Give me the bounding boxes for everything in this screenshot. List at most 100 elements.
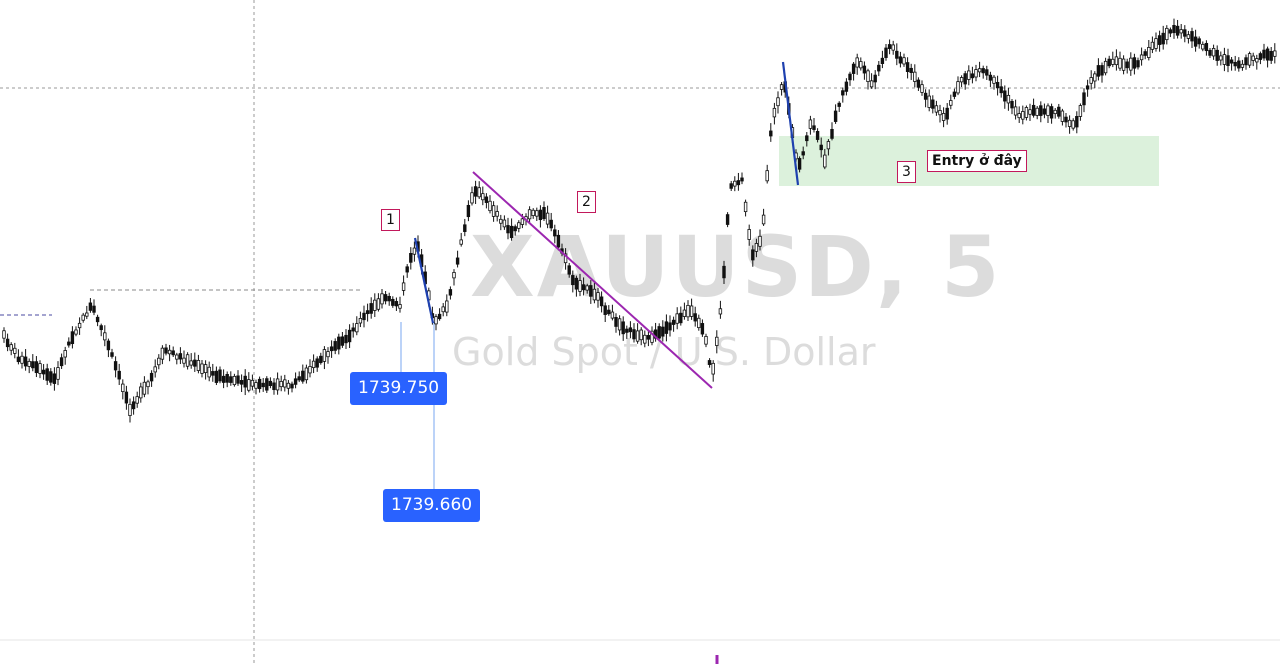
candle-body — [311, 360, 316, 369]
candle-body — [1255, 58, 1259, 63]
candle-body — [20, 355, 24, 364]
candle-body — [34, 361, 39, 374]
candle-body — [466, 204, 471, 218]
candle-body — [63, 350, 67, 358]
candle-body — [250, 379, 255, 387]
candle-body — [1157, 35, 1162, 45]
candle-body — [704, 336, 708, 345]
downtrend-line[interactable] — [472, 171, 713, 389]
candle-body — [1251, 55, 1255, 61]
candle-body — [1161, 32, 1165, 45]
marker-1[interactable]: 1 — [381, 209, 400, 231]
candle-body — [621, 321, 625, 335]
candle-body — [247, 379, 251, 391]
candle-body — [956, 81, 960, 94]
price-label-2[interactable]: 1739.660 — [383, 489, 481, 522]
watermark-interval: 5 — [941, 218, 1002, 316]
candle-body — [844, 81, 849, 92]
candle-body — [268, 380, 273, 387]
candle-body — [599, 296, 604, 307]
candle-body — [85, 312, 89, 317]
candle-body — [1183, 29, 1187, 37]
candle-body — [869, 80, 874, 88]
candle-body — [819, 144, 823, 151]
candle-body — [531, 209, 535, 216]
candle-body — [1258, 53, 1263, 60]
candle-body — [1197, 38, 1201, 45]
candle-body — [931, 99, 935, 109]
candle-body — [1262, 49, 1266, 59]
candle-body — [160, 347, 165, 360]
candle-body — [315, 358, 319, 368]
candle-body — [905, 62, 910, 73]
candle-body — [927, 95, 931, 108]
candle-body — [754, 243, 759, 252]
candle-body — [740, 177, 744, 182]
candle-body — [934, 105, 939, 113]
candle-body — [895, 50, 899, 59]
candle-body — [369, 303, 373, 314]
drop-line-1[interactable] — [413, 237, 435, 324]
candle-body — [171, 350, 175, 356]
candle-body — [41, 369, 46, 375]
candle-body — [358, 318, 363, 324]
candle-body — [106, 340, 111, 351]
candle-body — [974, 69, 978, 78]
candle-body — [167, 349, 172, 355]
candle-body — [121, 383, 125, 392]
candle-body — [808, 119, 813, 129]
candle-body — [855, 57, 859, 68]
candle-body — [218, 369, 222, 382]
candle-body — [725, 214, 730, 225]
candle-body — [1111, 58, 1115, 65]
candle-body — [639, 329, 643, 341]
candle-body — [617, 318, 622, 331]
candle-body — [70, 331, 75, 345]
candle-body — [31, 361, 35, 369]
candle-body — [1003, 90, 1007, 102]
candle-body — [661, 326, 665, 337]
drop-line-2[interactable] — [781, 61, 800, 186]
candle-body — [1204, 42, 1209, 52]
candle-body — [164, 347, 168, 354]
candle-body — [434, 316, 438, 325]
candle-body — [977, 68, 982, 73]
price-label-1[interactable]: 1739.750 — [350, 372, 448, 405]
candle-body — [513, 226, 517, 232]
candle-body — [848, 73, 852, 81]
candle-body — [329, 346, 334, 352]
candle-body — [646, 335, 651, 340]
watermark-symbol: XAUUSD, 5 — [470, 218, 1001, 316]
watermark-symbol-text: XAUUSD — [470, 218, 876, 316]
candle-body — [1060, 110, 1065, 122]
entry-note[interactable]: Entry ở đây — [927, 150, 1027, 172]
candle-body — [1053, 109, 1057, 115]
marker-2[interactable]: 2 — [577, 191, 596, 213]
candle-body — [293, 378, 298, 385]
candle-body — [1017, 113, 1021, 119]
candle-body — [1244, 57, 1248, 66]
candle-body — [866, 70, 870, 82]
candle-body — [1075, 116, 1079, 128]
candle-body — [797, 158, 802, 170]
candle-body — [1121, 58, 1126, 71]
candle-body — [272, 382, 276, 391]
candle-body — [614, 317, 618, 327]
candle-body — [729, 183, 733, 189]
candle-body — [1067, 119, 1072, 127]
marker-3[interactable]: 3 — [897, 161, 916, 183]
candle-body — [1013, 106, 1018, 116]
candle-body — [1010, 100, 1014, 109]
candle-body — [535, 210, 539, 217]
candle-body — [113, 361, 118, 371]
candle-body — [1154, 38, 1158, 49]
candle-body — [941, 113, 946, 121]
candle-body — [1222, 54, 1227, 65]
candle-body — [675, 313, 679, 324]
candle-body — [254, 382, 258, 389]
candle-body — [297, 376, 301, 381]
candle-body — [1125, 61, 1129, 69]
candle-body — [283, 379, 287, 388]
